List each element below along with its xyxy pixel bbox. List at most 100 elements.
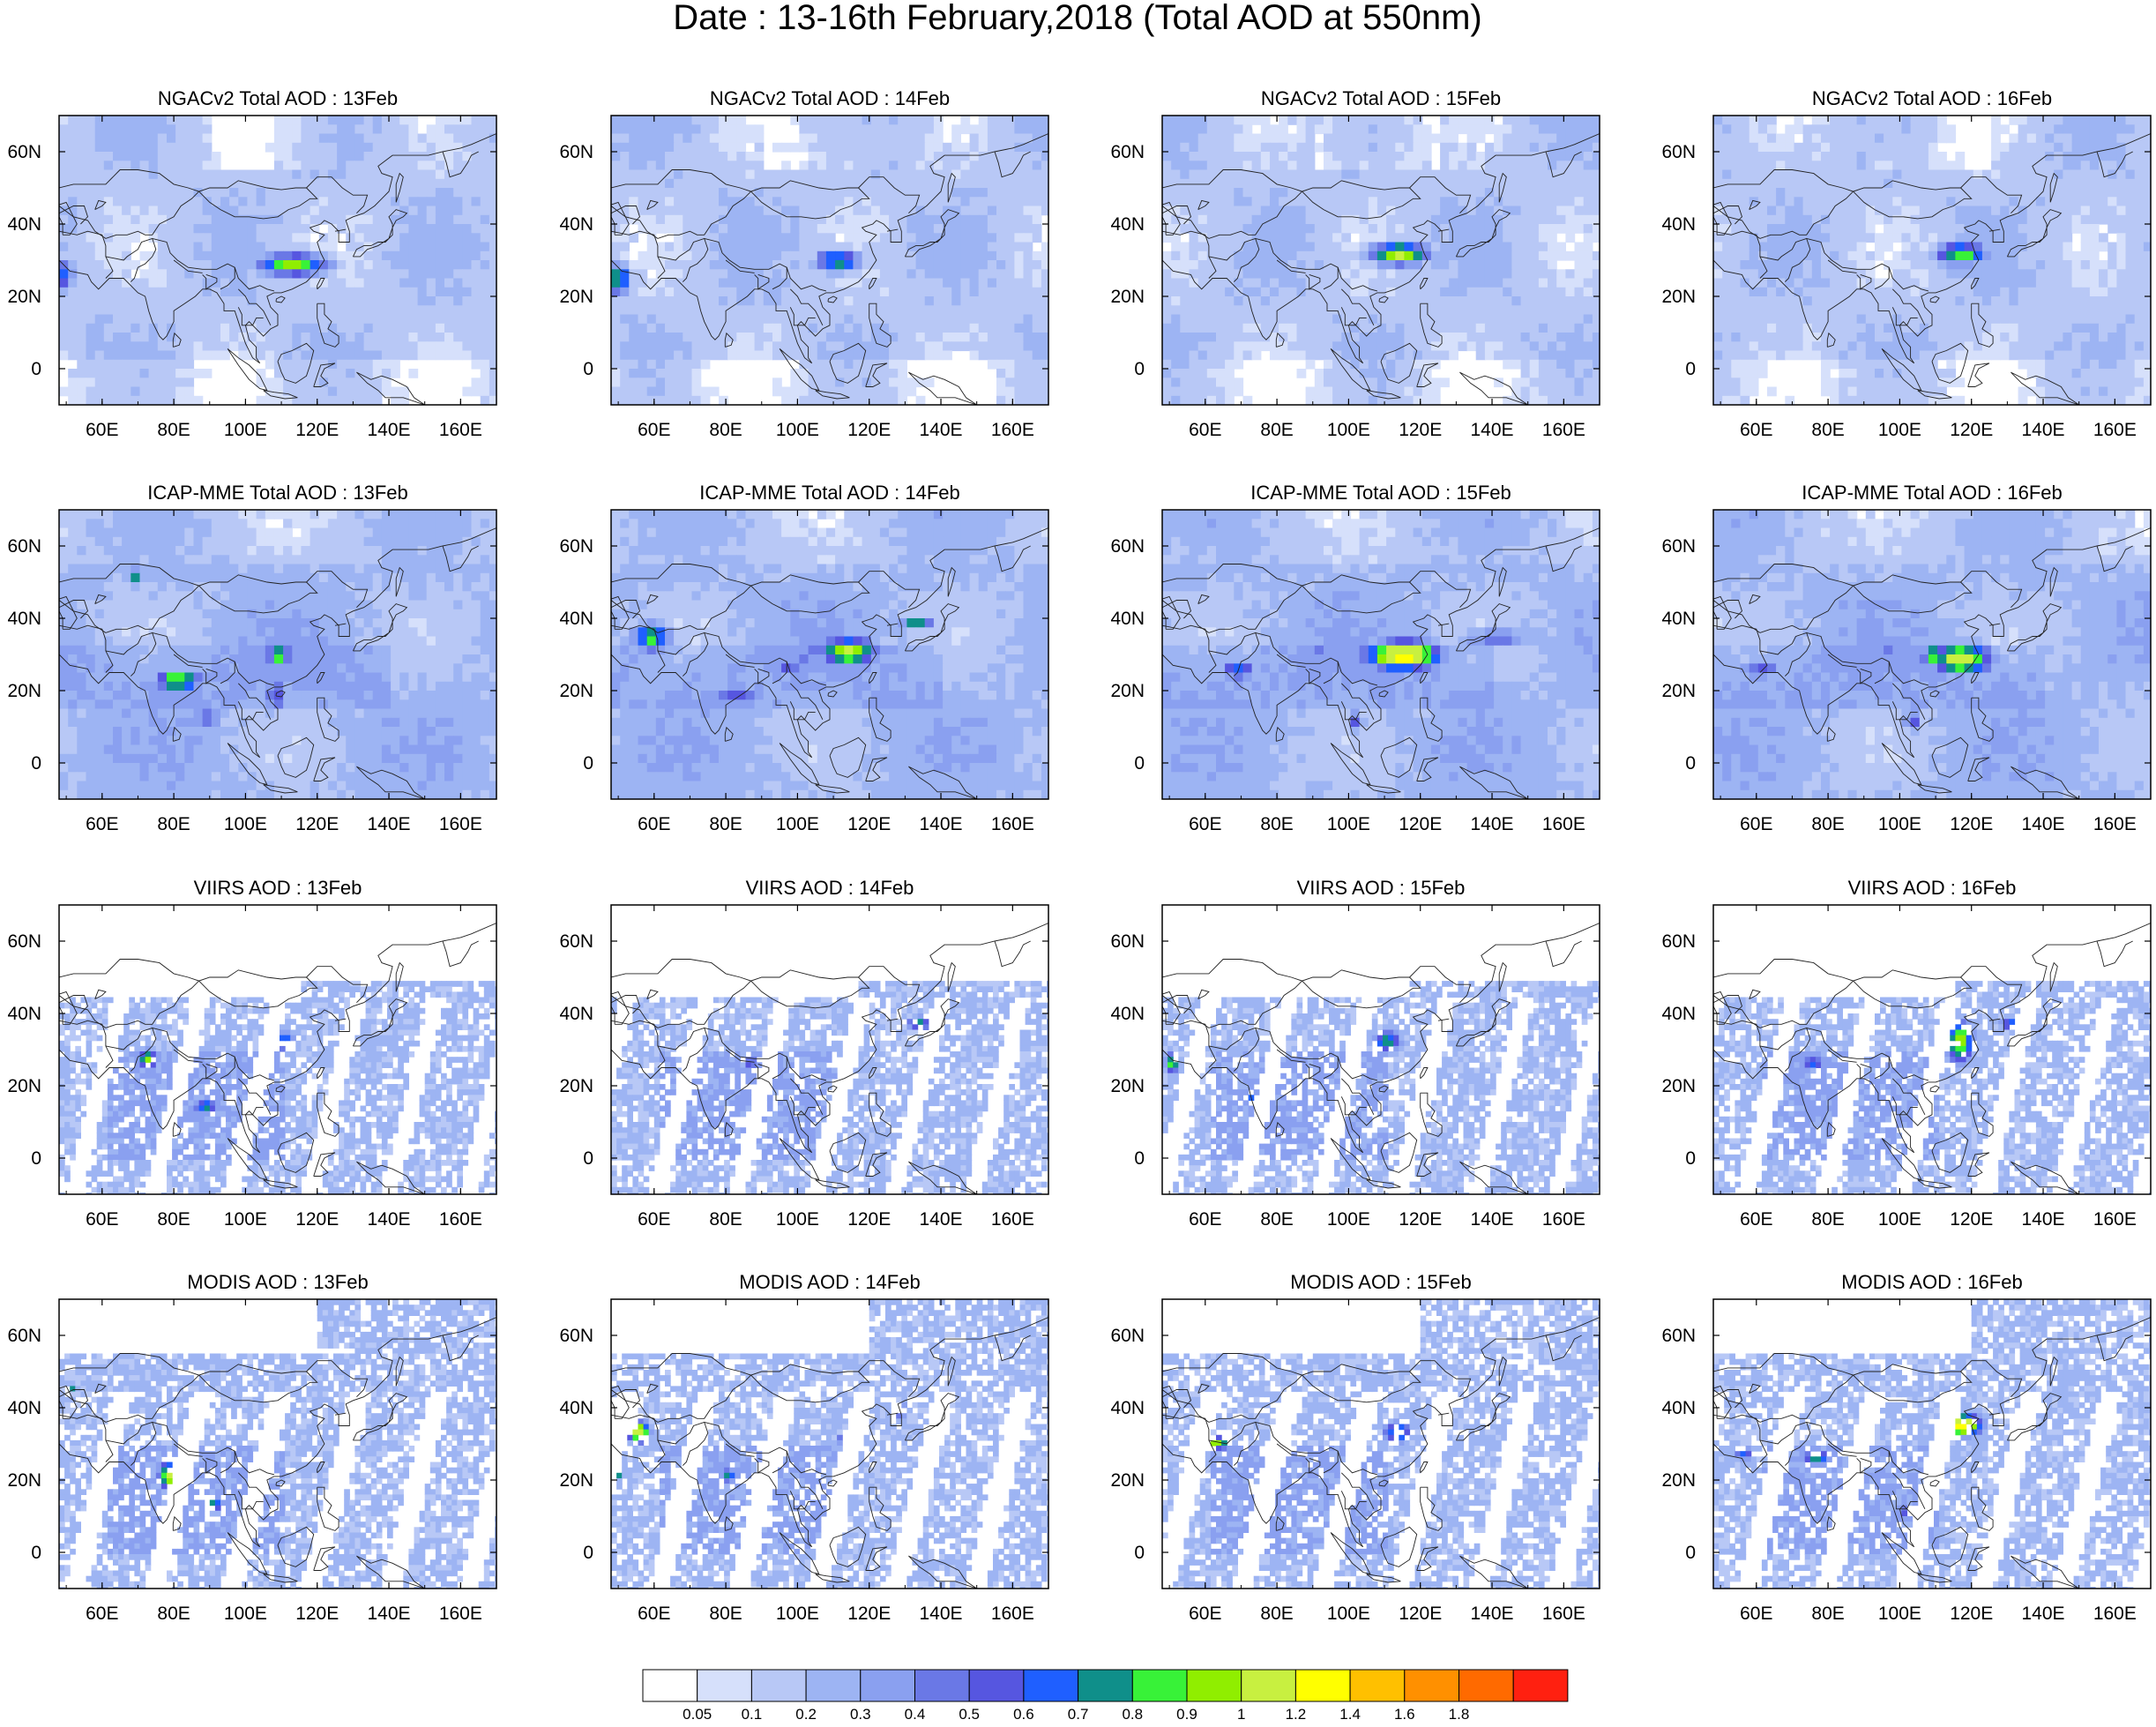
aod-cell [77, 378, 87, 388]
aod-cell [292, 233, 302, 243]
aod-cell [471, 152, 481, 161]
aod-cell [68, 206, 78, 216]
aod-cell [1574, 305, 1585, 316]
aod-cell [1413, 250, 1423, 261]
aod-cell [1189, 305, 1199, 316]
aod-cell [122, 133, 131, 144]
aod-cell [480, 233, 490, 243]
aod-cell [426, 152, 436, 161]
aod-cell [969, 260, 980, 270]
aod-cell [131, 233, 141, 243]
aod-cell [1189, 314, 1199, 325]
aod-cell [1014, 305, 1025, 316]
aod-cell [1395, 333, 1406, 342]
aod-cell [229, 296, 239, 306]
coastline [275, 295, 286, 303]
aod-cell [763, 305, 773, 316]
aod-cell [1713, 188, 1723, 198]
aod-cell [844, 287, 854, 297]
aod-cell [68, 161, 78, 171]
aod-cell [131, 278, 141, 288]
aod-cell [372, 178, 383, 189]
aod-cell [148, 350, 159, 361]
aod-cell [862, 296, 872, 306]
aod-cell [835, 124, 845, 135]
aod-cell [220, 169, 230, 180]
aod-cell [1032, 116, 1042, 125]
aod-cell [889, 359, 899, 370]
aod-cell [674, 214, 683, 225]
aod-cell [1368, 305, 1378, 316]
aod-cell [444, 124, 454, 135]
aod-cell [638, 395, 648, 405]
aod-cell [426, 214, 436, 225]
aod-cell [1359, 287, 1369, 297]
aod-cell [2063, 178, 2073, 189]
aod-cell [691, 188, 702, 198]
aod-cell [1171, 341, 1181, 352]
aod-cell [889, 350, 899, 361]
aod-cell [2125, 152, 2136, 161]
aod-cell [799, 278, 809, 288]
aod-cell [1865, 178, 1876, 189]
aod-cell [1260, 214, 1271, 225]
aod-cell [1565, 395, 1576, 405]
aod-cell [346, 116, 355, 125]
aod-cell [969, 250, 980, 261]
aod-cell [1937, 116, 1947, 125]
aod-cell [655, 188, 666, 198]
aod-cell [1556, 350, 1566, 361]
aod-cell [292, 395, 302, 405]
aod-cell [1171, 333, 1181, 342]
coastline [59, 191, 199, 239]
aod-cell [1171, 133, 1181, 144]
aod-cell [408, 124, 419, 135]
aod-cell [1901, 169, 1912, 180]
aod-cell [996, 369, 1006, 378]
aod-cell [727, 152, 737, 161]
aod-cell [844, 323, 854, 333]
aod-cell [1225, 116, 1235, 125]
aod-cell [1305, 269, 1316, 280]
aod-cell [987, 323, 997, 333]
aod-cell [167, 161, 176, 171]
aod-cell [1466, 178, 1477, 189]
aod-cell [835, 142, 845, 153]
aod-cell [691, 224, 702, 234]
aod-cell [906, 197, 917, 207]
aod-cell [1722, 152, 1732, 161]
aod-cell [1574, 116, 1585, 125]
aod-cell [879, 314, 890, 325]
aod-cell [736, 260, 747, 270]
aod-cell [426, 233, 436, 243]
aod-cell [1341, 214, 1352, 225]
aod-cell [292, 161, 302, 171]
aod-cell [817, 178, 827, 189]
aod-cell [978, 188, 988, 198]
aod-cell [426, 323, 436, 333]
aod-cell [1234, 305, 1244, 316]
aod-cell [799, 214, 809, 225]
aod-cell [906, 269, 917, 280]
aod-cell [1421, 124, 1432, 135]
aod-cell [683, 116, 693, 125]
aod-cell [94, 188, 105, 198]
aod-cell [1548, 214, 1557, 225]
aod-cell [924, 350, 935, 361]
aod-cell [426, 242, 436, 252]
aod-cell [301, 250, 311, 261]
aod-cell [211, 341, 221, 352]
aod-cell [709, 169, 720, 180]
aod-cell [426, 341, 436, 352]
aod-cell [471, 341, 481, 352]
aod-cell [960, 314, 971, 325]
aod-cell [301, 206, 311, 216]
aod-cell [462, 341, 473, 352]
aod-cell [638, 296, 648, 306]
aod-cell [1538, 369, 1548, 378]
aod-cell [1162, 116, 1172, 125]
aod-cell [77, 133, 87, 144]
aod-cell [1341, 350, 1352, 361]
aod-cell [1538, 233, 1548, 243]
aod-cell [471, 214, 481, 225]
